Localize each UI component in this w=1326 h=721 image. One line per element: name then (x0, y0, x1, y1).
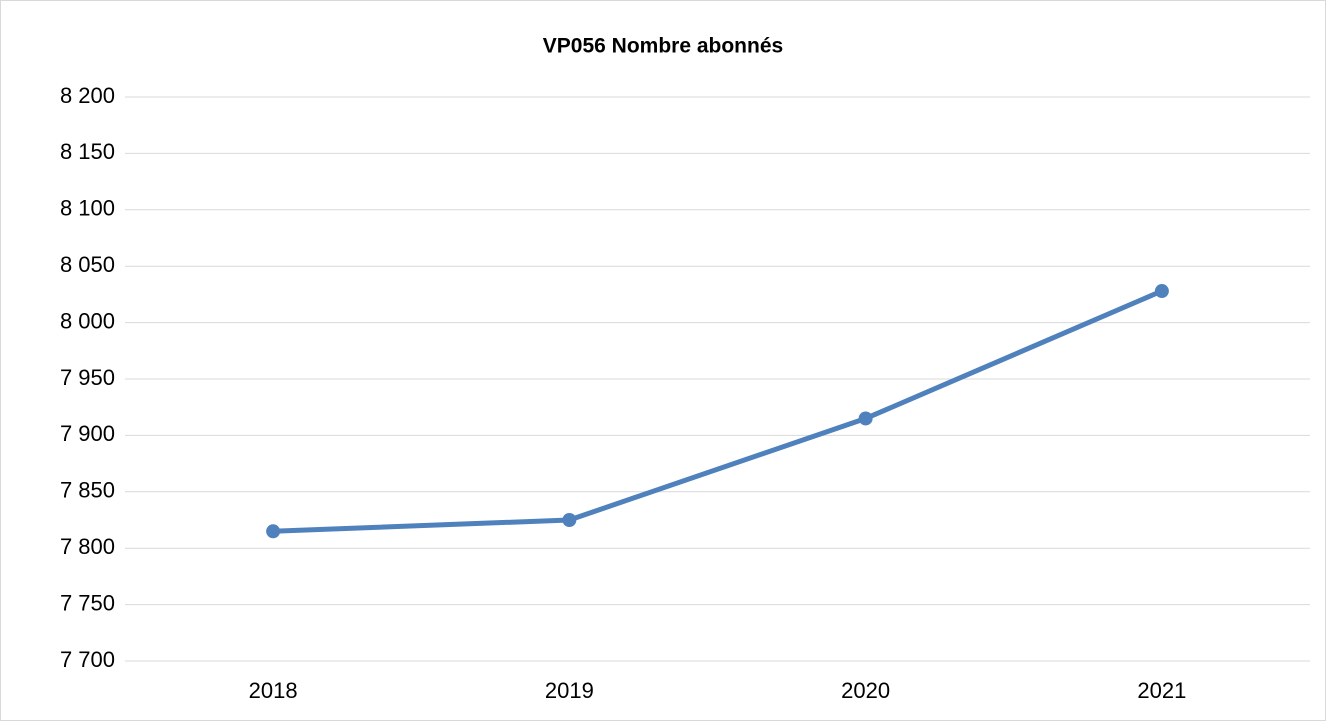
y-tick-label: 7 850 (60, 478, 115, 503)
y-tick-label: 7 900 (60, 421, 115, 446)
y-tick-label: 8 150 (60, 139, 115, 164)
x-tick-label: 2019 (545, 678, 594, 703)
y-tick-label: 8 100 (60, 196, 115, 221)
y-tick-label: 7 800 (60, 534, 115, 559)
y-tick-label: 8 200 (60, 83, 115, 108)
y-tick-label: 8 000 (60, 308, 115, 333)
x-tick-label: 2021 (1137, 678, 1186, 703)
chart-title: VP056 Nombre abonnés (543, 35, 783, 58)
data-point (1154, 284, 1169, 299)
y-tick-label: 7 750 (60, 590, 115, 615)
y-tick-label: 7 700 (60, 647, 115, 672)
y-tick-label: 8 050 (60, 252, 115, 277)
series-line (270, 288, 1165, 534)
x-tick-label: 2020 (841, 678, 890, 703)
data-point (266, 524, 281, 539)
data-point (858, 411, 873, 426)
data-point (562, 513, 577, 527)
y-tick-label: 7 950 (60, 365, 115, 390)
x-tick-label: 2018 (249, 678, 298, 703)
